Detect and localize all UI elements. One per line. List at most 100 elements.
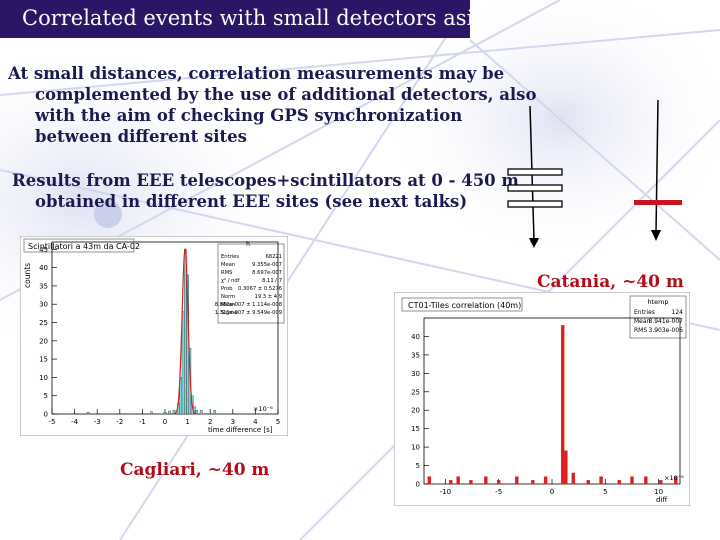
histogram-cagliari-ytick-label: 5 [44,392,48,400]
gaussian-fit-curve [173,247,197,415]
histogram-catania-title: CT01-Tiles correlation (40m) [408,301,521,310]
bullet-2-line-1: Results from EEE telescopes+scintillator… [12,171,519,190]
histogram-cagliari-ytick-label: 15 [39,356,48,364]
title-bar: Correlated events with small detectors a… [0,0,499,38]
histogram-cagliari-xtick-label: -5 [49,418,56,426]
histogram-cagliari-xexp: ×10⁻⁶ [253,405,273,413]
histogram-cagliari-stat-value: 9.355e-007 [252,262,282,268]
histogram-cagliari-xtick-label: 0 [163,418,167,426]
histogram-catania-bar [564,450,568,485]
histogram-catania-stat-value: 8.941e-007 [649,318,684,325]
slide-title: Correlated events with small detectors a… [22,6,500,30]
histogram-cagliari-ytick-label: 0 [44,411,48,419]
label-catania: Catania, ~40 m [537,272,684,292]
histogram-cagliari-xtick-label: 1 [185,418,189,426]
histogram-catania: CT01-Tiles correlation (40m) htemp Entri… [394,292,690,506]
detector-sketch [507,99,682,248]
histogram-catania-bar [469,480,473,485]
histogram-cagliari-stat-value: 8.882e-007 ± 1.114e-008 [215,302,282,308]
histogram-cagliari-xtick-label: 3 [231,418,235,426]
histogram-catania-bar [531,480,535,485]
histogram-catania-ytick-label: 25 [411,388,420,396]
histogram-cagliari-ytick-label: 10 [39,374,48,382]
histogram-catania-bar [644,476,648,485]
histogram-catania-bar [515,476,519,485]
histogram-cagliari-ytick-label: 20 [39,337,48,345]
histogram-catania-xexp: ×10⁻⁶ [664,474,684,482]
histogram-catania-ytick-label: 15 [411,425,420,433]
histogram-catania-xtick-label: -5 [495,488,502,496]
histogram-cagliari-bar [150,411,153,415]
histogram-catania-stat-value: 3.903e-006 [649,327,684,334]
bullet-text-1: At small distances, correlation measurem… [8,63,536,147]
histogram-cagliari-ytick-label: 40 [39,264,48,272]
histogram-catania-stat-key: Mean [634,318,651,325]
histogram-cagliari-xtick-label: -1 [139,418,146,426]
histogram-catania-bar [496,480,501,485]
histogram-cagliari-xtick-label: -2 [116,418,123,426]
histogram-catania-canvas: CT01-Tiles correlation (40m) htemp Entri… [394,292,690,506]
histogram-catania-bar [617,480,621,485]
histogram-cagliari-stat-key: Mean [221,302,235,308]
histogram-cagliari-xtick-label: 5 [276,418,280,426]
histogram-cagliari-stat-key: Norm [221,294,235,300]
detector-plane-1 [507,168,563,176]
histogram-catania-stat-key: Entries [634,309,655,316]
histogram-cagliari: Scintillatori a 43m da CA-02 counts h En… [20,236,288,436]
histogram-catania-ytick-label: 40 [411,333,420,341]
histogram-catania-ytick-label: 5 [416,462,420,470]
scintillator-bar [634,200,682,205]
histogram-cagliari-stat-key: Sigma [221,310,237,316]
arrow-head-right [651,230,661,241]
histogram-cagliari-xtick-label: 2 [208,418,212,426]
histogram-cagliari-ytick-label: 25 [39,319,48,327]
histogram-catania-bar [630,476,634,485]
label-cagliari: Cagliari, ~40 m [120,460,270,480]
histogram-cagliari-xlabel: time difference [s] [208,426,273,434]
histogram-cagliari-stat-value: 8.11 / 7 [262,278,282,284]
histogram-catania-ytick-label: 20 [411,407,420,415]
histogram-catania-stat-value: 124 [672,309,684,316]
histogram-catania-ytick-label: 0 [416,481,420,489]
histogram-cagliari-xtick-label: 4 [253,418,258,426]
bullet-text-2: Results from EEE telescopes+scintillator… [12,170,519,212]
bullet-1-line-2: complemented by the use of additional de… [35,85,537,104]
histogram-catania-bar [674,476,678,485]
histogram-cagliari-stat-value: 1.311e-007 ± 9.549e-009 [215,310,282,316]
histogram-catania-bar [484,476,488,485]
histogram-cagliari-statbox [217,243,285,324]
histogram-cagliari-xtick-label: -4 [71,418,79,426]
detector-plane-3 [507,200,563,208]
bullet-1-line-3: with the aim of checking GPS synchroniza… [35,106,463,125]
histogram-catania-bar [427,476,432,485]
histogram-cagliari-stat-key: χ² / ndf [221,278,240,284]
histogram-catania-bar [659,480,663,485]
histogram-cagliari-bar [163,411,167,415]
histogram-catania-statname: htemp [647,298,668,306]
histogram-cagliari-bar [213,410,217,415]
histogram-catania-ytick-label: 10 [411,444,420,452]
histogram-catania-bar [448,480,453,485]
arrow-head-left [529,238,539,248]
bullet-2-line-2: obtained in different EEE sites (see nex… [35,192,468,211]
histogram-cagliari-ytick-label: 35 [39,282,48,290]
histogram-cagliari-stat-value: 8.697e-007 [252,270,282,276]
track-line-right [655,99,659,233]
histogram-catania-bar [586,480,590,485]
histogram-cagliari-stat-key: Mean [221,262,235,268]
histogram-catania-xtick-label: -10 [440,488,451,496]
histogram-cagliari-statname: h [246,241,250,248]
histogram-cagliari-bar [86,411,90,415]
bullet-1-line-4: between different sites [35,127,247,146]
histogram-catania-bar [571,472,576,485]
histogram-catania-bar [599,476,603,485]
histogram-catania-bar [543,476,548,485]
histogram-catania-bar [560,325,565,485]
histogram-cagliari-ylabel: counts [23,263,32,288]
histogram-cagliari-title: Scintillatori a 43m da CA-02 [28,242,140,251]
bullet-1-line-1: At small distances, correlation measurem… [8,64,505,83]
histogram-cagliari-bar [184,249,187,415]
histogram-cagliari-stat-value: 68221 [265,254,282,260]
histogram-cagliari-stat-value: 19.3 ± 4.9 [255,294,282,300]
histogram-cagliari-stat-value: 0.3067 ± 0.5276 [238,286,282,292]
